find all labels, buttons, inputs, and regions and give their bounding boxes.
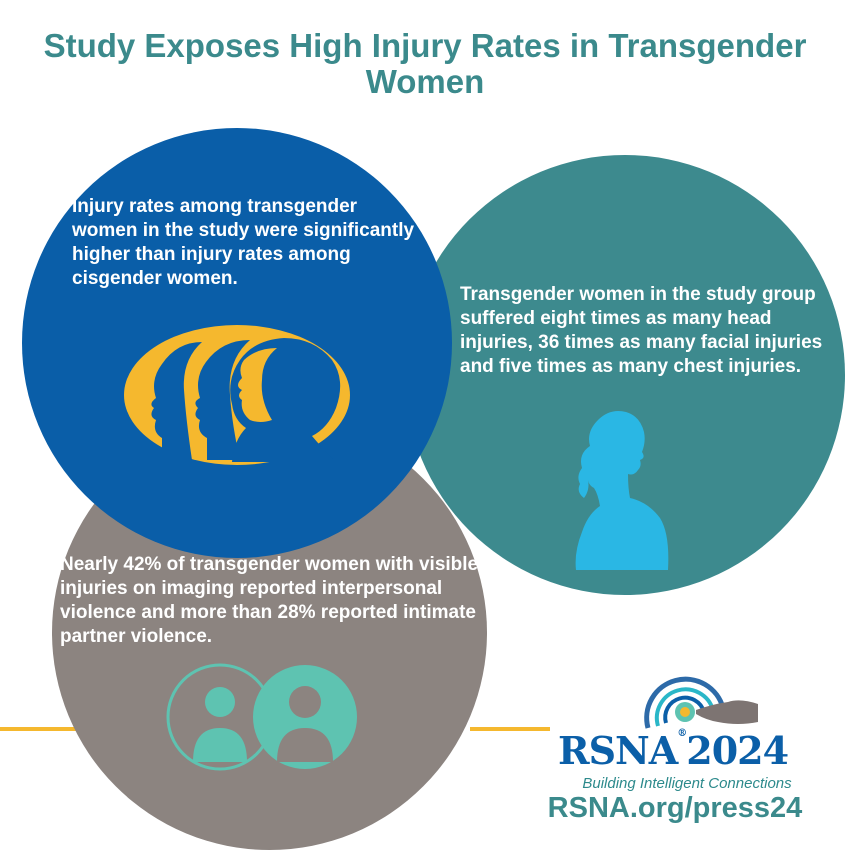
rsna-target-hand-icon	[644, 676, 758, 729]
page-title: Study Exposes High Injury Rates in Trans…	[43, 27, 807, 100]
gray-circle-text: Nearly 42% of transgender women with vis…	[60, 554, 479, 647]
two-people-icon	[166, 663, 357, 771]
registered-mark: ®	[677, 728, 687, 739]
blue-circle-text: Injury rates among transgender women in …	[72, 196, 415, 289]
press-url-link[interactable]: RSNA.org/press24	[547, 792, 803, 824]
divider-right	[470, 727, 550, 731]
rsna-logo-year: 2024	[686, 728, 789, 773]
woman-silhouette-icon	[575, 411, 669, 570]
teal-circle-text: Transgender women in the study group suf…	[460, 284, 823, 377]
rsna-logo: RSNA®2024	[558, 728, 789, 773]
logo-tagline: Building Intelligent Connections	[582, 775, 792, 792]
three-profiles-icon	[124, 325, 350, 465]
rsna-logo-name: RSNA	[558, 728, 678, 773]
